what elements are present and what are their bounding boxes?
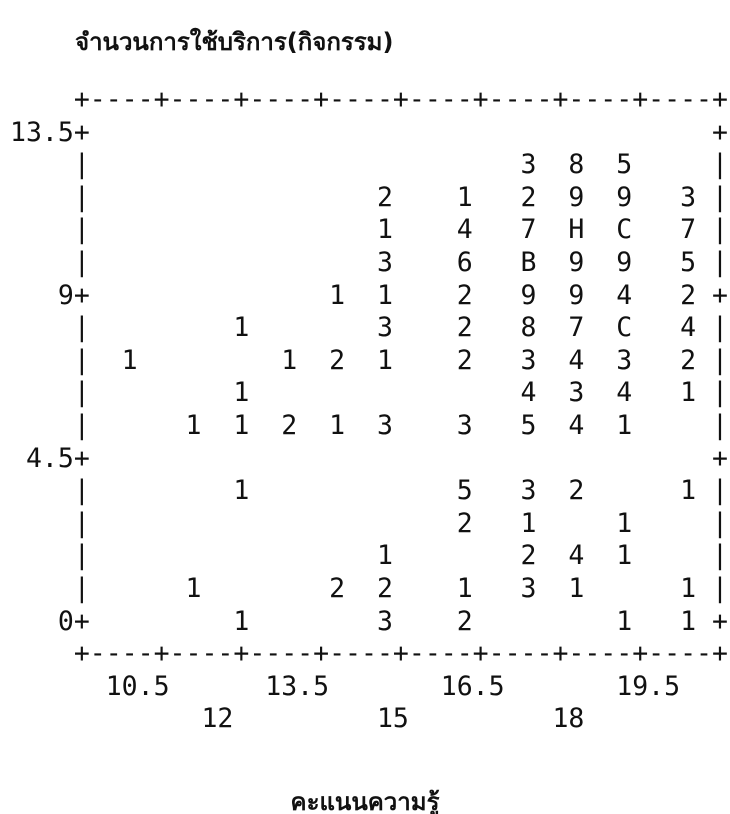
plot-line: | 1 2 4 1 | [10, 540, 728, 572]
plot-line: | 1 1 2 1 3 3 5 4 1 | [10, 409, 728, 441]
plot-line: | 2 1 1 | [10, 507, 728, 539]
plot-line: +----+----+----+----+----+----+----+----… [10, 638, 728, 670]
plot-line: | 1 5 3 2 1 | [10, 475, 728, 507]
plot-line: | 3 8 5 | [10, 149, 728, 181]
plot-line: 13.5+ + [10, 116, 728, 148]
plot-line: | 1 4 3 4 1 | [10, 377, 728, 409]
plot-line: | 1 3 2 8 7 C 4 | [10, 312, 728, 344]
plot-line: 12 15 18 [10, 703, 585, 735]
plot-line: | 1 4 7 H C 7 | [10, 214, 728, 246]
plot-line: +----+----+----+----+----+----+----+----… [10, 84, 728, 115]
x-axis-title: คะแนนความรู้ [290, 788, 440, 814]
title: จำนวนการใช้บริการ(กิจกรรม) [75, 28, 394, 56]
plot-line: | 3 6 B 9 9 5 | [10, 246, 728, 278]
plot-line: 10.5 13.5 16.5 19.5 [10, 670, 681, 702]
plot-line: 0+ 1 3 2 1 1 + [10, 605, 728, 637]
plot-line: | 1 1 2 1 2 3 4 3 2 | [10, 344, 728, 376]
plot-line: 9+ 1 1 2 9 9 4 2 + [10, 279, 728, 311]
plot-line: | 1 2 2 1 3 1 1 | [10, 572, 728, 604]
plot-line: | 2 1 2 9 9 3 | [10, 181, 728, 213]
plot-line: 4.5+ + [10, 442, 728, 474]
text-plot: +----+----+----+----+----+----+----+----… [10, 84, 728, 736]
